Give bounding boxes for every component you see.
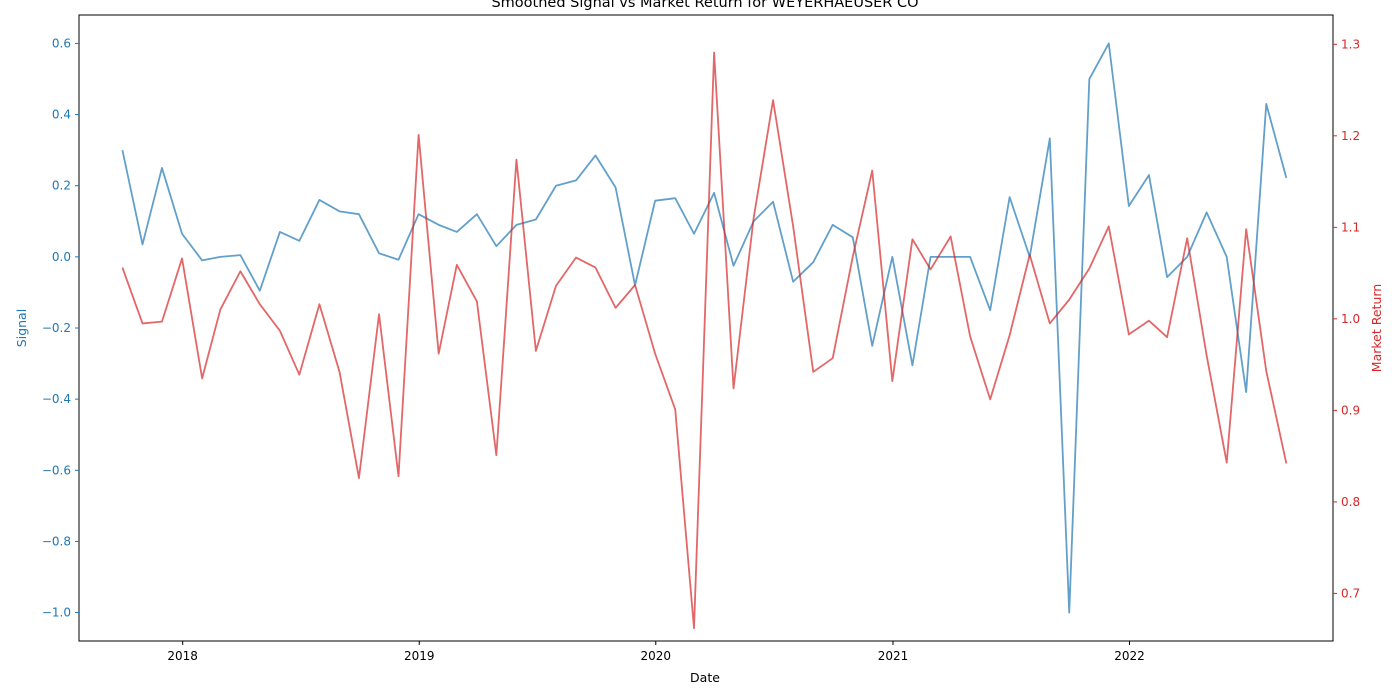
y-axis-left: 0.6 0.4 0.2 0.0 −0.2 −0.4 −0.6 −0.8 −1.0 <box>42 36 79 620</box>
x-axis-label: Date <box>690 670 720 685</box>
series-layer <box>121 42 1288 630</box>
x-axis: 2018 2019 2020 2021 2022 <box>167 641 1145 663</box>
y-left-tick-label: 0.0 <box>52 250 71 264</box>
x-tick-label: 2021 <box>878 649 909 663</box>
y-left-tick-label: −0.6 <box>42 463 71 477</box>
signal-series-line <box>121 42 1288 614</box>
y-axis-left-label: Signal <box>14 309 29 347</box>
y-right-tick-label: 0.7 <box>1341 586 1360 600</box>
y-right-tick-label: 1.2 <box>1341 129 1360 143</box>
y-left-tick-label: 0.2 <box>52 179 71 193</box>
plot-background <box>79 15 1333 641</box>
plot-area <box>79 15 1333 641</box>
chart-title: Smoothed Signal vs Market Return for WEY… <box>491 0 918 11</box>
y-left-tick-label: −0.2 <box>42 321 71 335</box>
y-axis-right-label: Market Return <box>1369 284 1384 372</box>
y-right-tick-label: 0.8 <box>1341 495 1360 509</box>
x-tick-label: 2020 <box>641 649 672 663</box>
y-left-tick-label: 0.4 <box>52 108 71 122</box>
y-left-tick-label: 0.6 <box>52 36 71 50</box>
y-left-tick-label: −0.4 <box>42 392 71 406</box>
y-left-tick-label: −0.8 <box>42 534 71 548</box>
y-axis-right: 1.3 1.2 1.1 1.0 0.9 0.8 0.7 <box>1333 37 1360 600</box>
y-right-tick-label: 0.9 <box>1341 403 1360 417</box>
x-tick-label: 2018 <box>167 649 198 663</box>
y-right-tick-label: 1.0 <box>1341 312 1360 326</box>
x-tick-label: 2019 <box>404 649 435 663</box>
x-tick-label: 2022 <box>1114 649 1145 663</box>
y-right-tick-label: 1.1 <box>1341 220 1360 234</box>
y-left-tick-label: −1.0 <box>42 606 71 620</box>
y-right-tick-label: 1.3 <box>1341 37 1360 51</box>
market-return-series-line <box>121 51 1288 630</box>
